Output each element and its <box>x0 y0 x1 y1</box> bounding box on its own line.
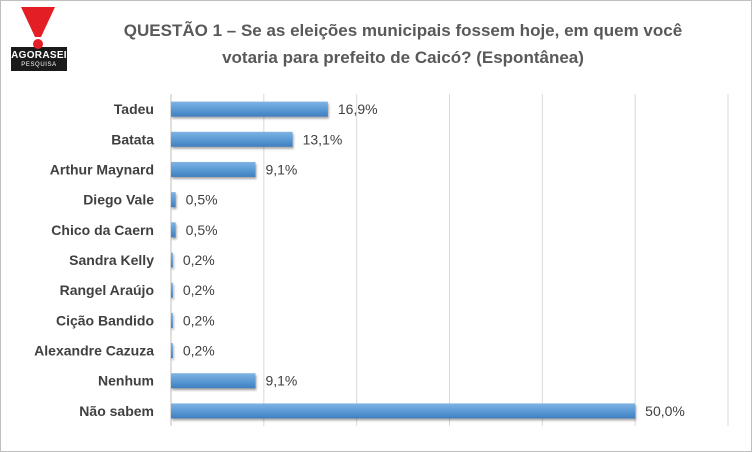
category-label: Tadeu <box>114 101 154 117</box>
chart-bars <box>171 101 636 419</box>
category-label: Chico da Caern <box>51 222 154 238</box>
value-label: 0,5% <box>186 192 218 208</box>
value-label: 0,2% <box>183 282 215 298</box>
chart-value-labels: 16,9% 13,1% 9,1% 0,5% 0,5% 0,2% 0,2% 0,2% 0,2% 9,… <box>183 101 685 419</box>
value-label: 0,5% <box>186 222 218 238</box>
bar <box>171 403 636 419</box>
value-label: 0,2% <box>183 312 215 328</box>
bar <box>171 222 176 238</box>
category-label: Diego Vale <box>83 192 154 208</box>
category-label: Nenhum <box>98 373 154 389</box>
category-label: Batata <box>111 131 154 147</box>
chart-category-labels: Tadeu Batata Arthur Maynard Diego Vale Chico… <box>34 101 154 419</box>
value-label: 0,2% <box>183 343 215 359</box>
value-label: 9,1% <box>265 373 297 389</box>
logo-background <box>11 47 67 71</box>
chart-title: QUESTÃO 1 – Se as eleições municipais fo… <box>73 17 733 71</box>
bar <box>171 282 173 298</box>
bar <box>171 252 173 268</box>
bar <box>171 131 293 147</box>
chart-gridlines <box>263 94 729 426</box>
agorasei-logo <box>11 7 67 71</box>
category-label: Arthur Maynard <box>50 161 154 177</box>
exclamation-icon <box>21 7 55 37</box>
logo-brand-text: AGORASEI <box>11 50 67 61</box>
bar <box>171 312 173 328</box>
bar <box>171 343 173 359</box>
bar <box>171 161 256 177</box>
bar <box>171 101 328 117</box>
category-label: Alexandre Cazuza <box>34 343 154 359</box>
bar <box>171 373 256 389</box>
value-label: 50,0% <box>645 403 685 419</box>
category-label: Sandra Kelly <box>69 252 154 268</box>
chart-title-line-2: votaria para prefeito de Caicó? (Espontâ… <box>222 48 584 67</box>
category-label: Cição Bandido <box>56 312 154 328</box>
bar <box>171 192 176 208</box>
category-label: Não sabem <box>79 403 154 419</box>
logo-sub-text: PESQUISA <box>21 62 57 68</box>
value-label: 9,1% <box>265 161 297 177</box>
category-label: Rangel Araújo <box>60 282 154 298</box>
value-label: 0,2% <box>183 252 215 268</box>
value-label: 13,1% <box>303 131 343 147</box>
value-label: 16,9% <box>338 101 378 117</box>
exclamation-dot-icon <box>33 39 43 49</box>
chart-title-line-1: QUESTÃO 1 – Se as eleições municipais fo… <box>123 21 683 40</box>
